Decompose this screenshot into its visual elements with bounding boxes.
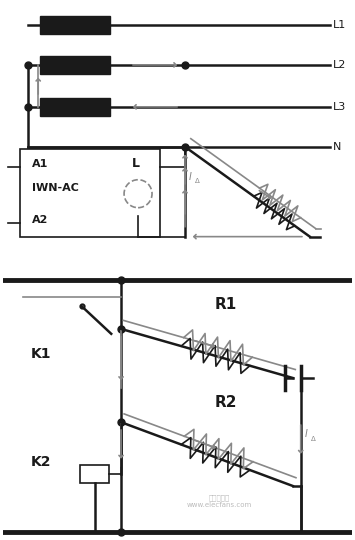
Text: N: N xyxy=(333,142,341,152)
Text: A1: A1 xyxy=(32,159,49,168)
Bar xyxy=(40,16,110,34)
Text: L1: L1 xyxy=(333,20,346,30)
Text: L: L xyxy=(132,157,140,170)
Bar xyxy=(20,149,160,237)
Bar xyxy=(40,98,110,116)
Text: R2: R2 xyxy=(214,395,237,410)
Text: R1: R1 xyxy=(214,298,236,312)
Text: K2: K2 xyxy=(31,455,51,469)
Text: I: I xyxy=(305,429,307,439)
Text: L2: L2 xyxy=(333,60,346,70)
Text: 电子发烧友
www.elecfans.com: 电子发烧友 www.elecfans.com xyxy=(187,494,252,508)
Text: K1: K1 xyxy=(31,347,51,361)
Text: A2: A2 xyxy=(32,215,49,225)
Text: Δ: Δ xyxy=(195,178,200,184)
Bar xyxy=(80,465,109,483)
Text: Δ: Δ xyxy=(311,436,315,442)
Bar xyxy=(40,56,110,74)
Text: L3: L3 xyxy=(333,102,346,112)
Text: I: I xyxy=(189,172,192,182)
Text: IWN-AC: IWN-AC xyxy=(32,183,79,193)
